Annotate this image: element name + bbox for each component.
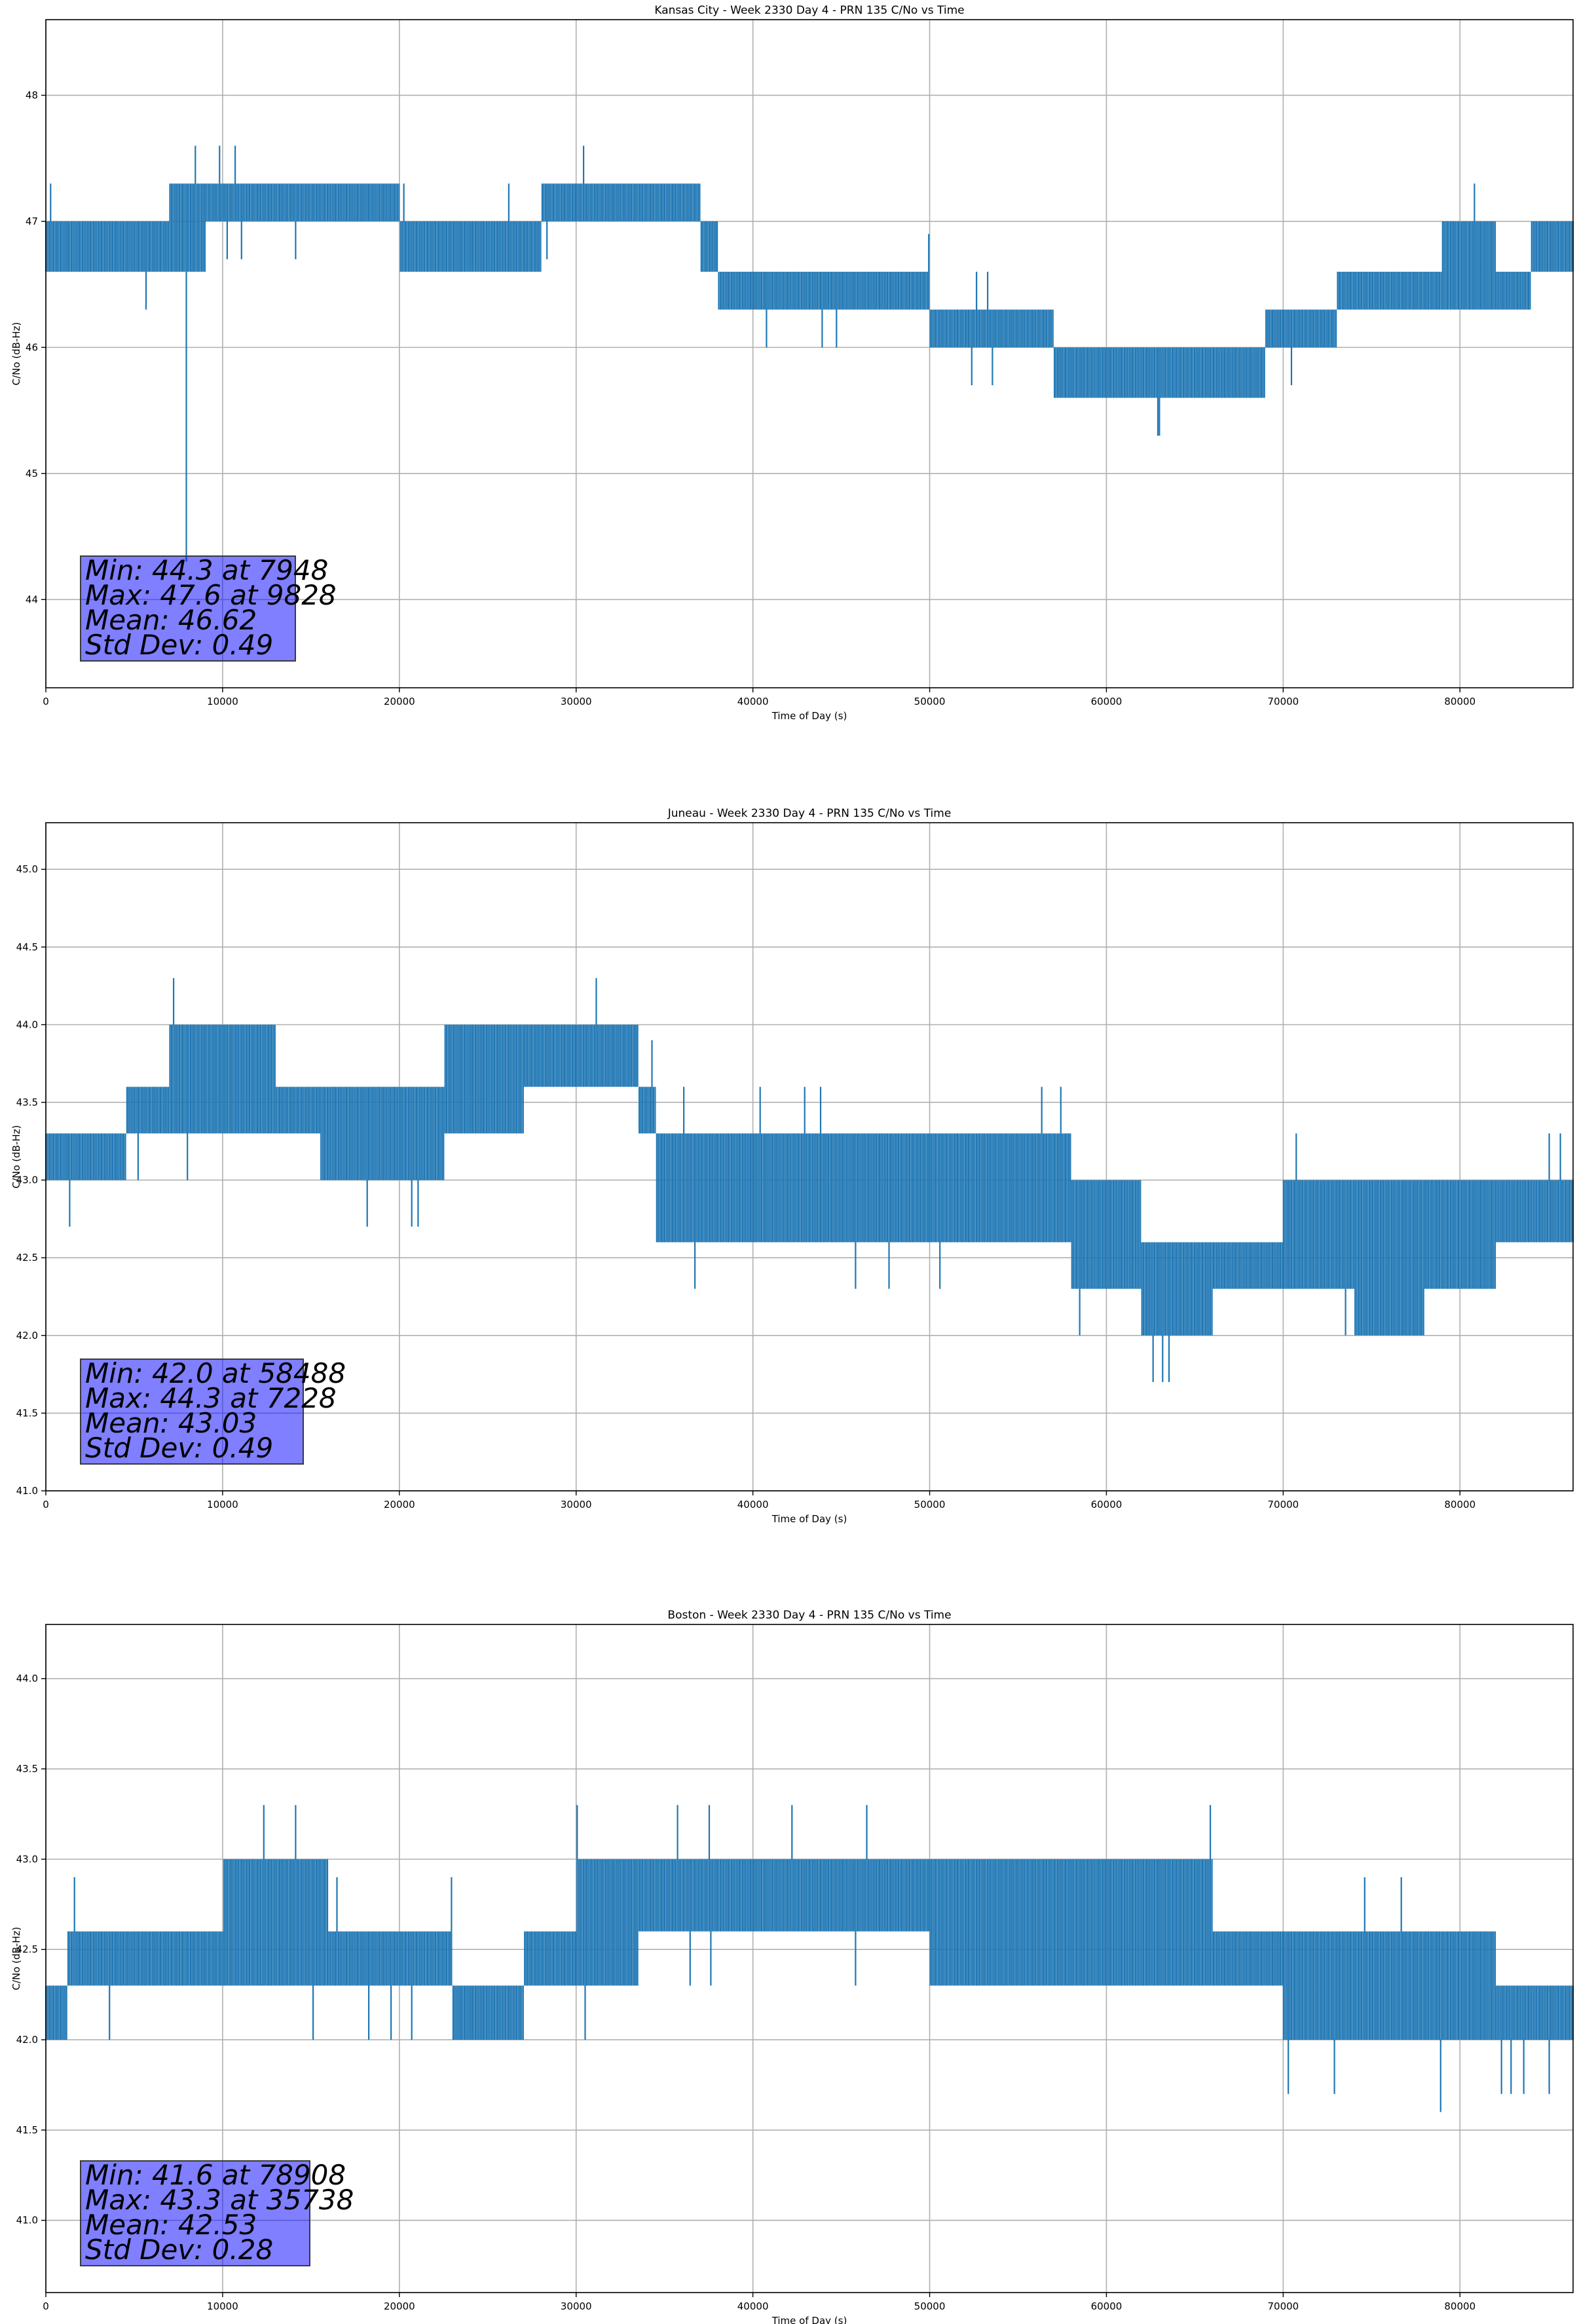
plot-frame bbox=[45, 822, 1574, 1491]
x-tick-label: 0 bbox=[43, 1499, 49, 1510]
y-tick-label: 42.5 bbox=[16, 1252, 38, 1264]
y-tick-label: 43.5 bbox=[16, 1763, 38, 1775]
x-tick-label: 70000 bbox=[1267, 2300, 1299, 2312]
y-tick-label: 41.0 bbox=[16, 1485, 38, 1497]
stats-line: Std Dev: 0.49 bbox=[85, 1432, 274, 1464]
y-tick-label: 42.5 bbox=[16, 1943, 38, 1955]
chart-panel-3: 0 10000 20000 30000 40000 50000 60000 70000 8000… bbox=[10, 1609, 1574, 2324]
x-tick-label: 50000 bbox=[914, 1499, 946, 1510]
stats-line: Mean: 42.53 bbox=[85, 2209, 257, 2241]
chart-title: Boston - Week 2330 Day 4 - PRN 135 C/No … bbox=[667, 1609, 951, 1622]
x-tick-label: 30000 bbox=[561, 696, 592, 707]
x-tick-label: 40000 bbox=[737, 696, 769, 707]
stats-line: Mean: 46.62 bbox=[85, 604, 257, 636]
y-axis-label: C/No (dB-Hz) bbox=[10, 1927, 22, 1991]
x-tick-label: 50000 bbox=[914, 696, 946, 707]
y-tick-label: 45.0 bbox=[16, 863, 38, 875]
y-tick-label: 48 bbox=[26, 89, 38, 101]
stats-line: Mean: 43.03 bbox=[85, 1407, 257, 1439]
stats-line: Max: 44.3 at 7228 bbox=[85, 1382, 337, 1414]
x-tick-label: 60000 bbox=[1091, 696, 1122, 707]
x-tick-label: 40000 bbox=[737, 2300, 769, 2312]
x-tick-label: 30000 bbox=[561, 1499, 592, 1510]
x-axis-label: Time of Day (s) bbox=[771, 710, 847, 722]
y-tick-label: 43.5 bbox=[16, 1096, 38, 1108]
x-tick-label: 60000 bbox=[1091, 1499, 1122, 1510]
y-axis-label: C/No (dB-Hz) bbox=[10, 322, 22, 386]
x-tick-label: 30000 bbox=[561, 2300, 592, 2312]
chart-title: Kansas City - Week 2330 Day 4 - PRN 135 … bbox=[654, 4, 964, 17]
x-tick-label: 20000 bbox=[384, 2300, 415, 2312]
x-tick-label: 0 bbox=[43, 696, 49, 707]
x-tick-label: 20000 bbox=[384, 696, 415, 707]
chart-title: Juneau - Week 2330 Day 4 - PRN 135 C/No … bbox=[667, 807, 952, 820]
x-axis-label: Time of Day (s) bbox=[771, 1513, 847, 1525]
x-tick-label: 10000 bbox=[207, 2300, 238, 2312]
stats-line: Max: 43.3 at 35738 bbox=[85, 2184, 354, 2216]
x-tick-label: 10000 bbox=[207, 1499, 238, 1510]
y-tick-label: 41.0 bbox=[16, 2215, 38, 2226]
y-tick-label: 46 bbox=[26, 341, 38, 353]
y-tick-label: 44.0 bbox=[16, 1673, 38, 1685]
x-tick-label: 80000 bbox=[1444, 696, 1475, 707]
y-tick-label: 41.5 bbox=[16, 2124, 38, 2136]
y-tick-label: 44.0 bbox=[16, 1019, 38, 1030]
x-tick-label: 70000 bbox=[1267, 696, 1299, 707]
x-tick-label: 80000 bbox=[1444, 2300, 1475, 2312]
y-tick-label: 43.0 bbox=[16, 1853, 38, 1865]
x-axis-label: Time of Day (s) bbox=[771, 2315, 847, 2324]
plot-frame bbox=[45, 19, 1574, 688]
y-tick-label: 45 bbox=[26, 468, 38, 479]
x-tick-label: 20000 bbox=[384, 1499, 415, 1510]
stats-line: Min: 44.3 at 7948 bbox=[85, 554, 329, 586]
y-tick-label: 44.5 bbox=[16, 941, 38, 953]
stats-line: Max: 47.6 at 9828 bbox=[85, 579, 337, 611]
chart-panel-1: 0 10000 20000 30000 40000 50000 60000 70000 8000… bbox=[10, 4, 1574, 722]
stats-line: Std Dev: 0.28 bbox=[85, 2234, 274, 2266]
y-tick-label: 44 bbox=[26, 593, 38, 605]
stats-annotation-box: Min: 42.0 at 58488 Max: 44.3 at 7228 Mean:… bbox=[80, 1359, 346, 1465]
stats-annotation-box: Min: 44.3 at 7948 Max: 47.6 at 9828 Mean: … bbox=[80, 554, 337, 662]
stats-line: Min: 41.6 at 78908 bbox=[85, 2159, 346, 2191]
x-tick-label: 40000 bbox=[737, 1499, 769, 1510]
x-tick-label: 10000 bbox=[207, 696, 238, 707]
y-tick-label: 43.0 bbox=[16, 1174, 38, 1186]
plot-frame bbox=[45, 1624, 1574, 2293]
x-tick-label: 80000 bbox=[1444, 1499, 1475, 1510]
y-tick-label: 41.5 bbox=[16, 1407, 38, 1419]
x-tick-label: 70000 bbox=[1267, 1499, 1299, 1510]
stats-annotation-box: Min: 41.6 at 78908 Max: 43.3 at 35738 Mean… bbox=[80, 2159, 354, 2266]
y-tick-label: 47 bbox=[26, 216, 38, 227]
y-tick-label: 42.0 bbox=[16, 1330, 38, 1341]
x-tick-label: 50000 bbox=[914, 2300, 946, 2312]
x-tick-label: 60000 bbox=[1091, 2300, 1122, 2312]
stats-line: Std Dev: 0.49 bbox=[85, 629, 274, 661]
x-tick-label: 0 bbox=[43, 2300, 49, 2312]
y-axis-label: C/No (dB-Hz) bbox=[10, 1125, 22, 1189]
chart-panel-2: 0 10000 20000 30000 40000 50000 60000 70000 8000… bbox=[10, 807, 1574, 1525]
y-tick-label: 42.0 bbox=[16, 2034, 38, 2046]
data-series-line bbox=[45, 145, 1574, 436]
